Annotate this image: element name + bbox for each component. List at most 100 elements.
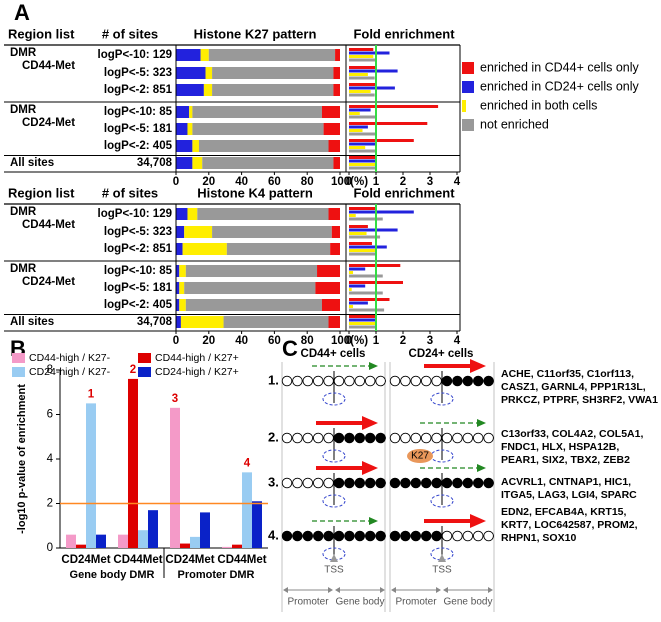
stack-segment (197, 208, 329, 220)
unmethylated-cpg (333, 375, 345, 387)
stack-segment (328, 316, 340, 328)
tss-label: TSS (432, 565, 452, 576)
methylated-cpg (364, 432, 376, 444)
methylated-cpg (302, 530, 314, 542)
methylated-cpg (483, 375, 494, 387)
methylated-cpg (364, 477, 376, 489)
stack-segment (176, 243, 183, 255)
x-tick-label: 40 (235, 176, 248, 188)
fold-bar (349, 105, 439, 108)
stack-segment (176, 67, 206, 79)
fold-bar (349, 58, 376, 62)
row-label: logP<-10: 85 (104, 106, 173, 118)
x-tick-label: 4 (454, 176, 461, 188)
fold-bar (349, 51, 390, 55)
stack-segment (192, 157, 203, 169)
fold-bar (349, 48, 374, 51)
gene-list: RHPN1, SOX10 (501, 532, 576, 544)
unmethylated-cpg (302, 432, 314, 444)
bar (180, 543, 190, 548)
fold-bar (349, 159, 376, 163)
fold-bar (349, 76, 375, 80)
stack-segment (176, 106, 190, 118)
methylated-cpg (410, 477, 422, 489)
legend-label: enriched in CD24+ cells only (480, 79, 640, 93)
unmethylated-cpg (431, 375, 442, 387)
methylated-cpg (292, 530, 303, 542)
unmethylated-cpg (452, 530, 463, 542)
fold-bar (349, 228, 398, 232)
bar (232, 544, 242, 548)
arrow-head (477, 419, 486, 427)
gene-list: PRKCZ, PTPRF, SH3RF2, VWA1 (501, 394, 658, 406)
fold-bar (349, 284, 366, 288)
unmethylated-cpg (312, 477, 324, 489)
unmethylated-cpg (312, 432, 324, 444)
k27-label: K27 (411, 451, 429, 462)
methylated-cpg (483, 477, 494, 489)
bar (118, 534, 128, 548)
bar (252, 501, 262, 548)
arrow-head (488, 587, 493, 593)
stack-segment (176, 208, 188, 220)
fold-bar (349, 73, 368, 76)
x-tick-label: 4 (454, 335, 461, 347)
column-header: CD44+ cells (301, 348, 366, 360)
region-label: Gene body (336, 597, 385, 608)
header: Histone K27 pattern (194, 26, 317, 41)
gene-list: CASZ1, GARNL4, PPP1R13L, (501, 381, 646, 393)
fold-bar (349, 267, 366, 271)
methylated-cpg (312, 530, 324, 542)
x-tick-label: 80 (301, 335, 314, 347)
fold-bar (349, 210, 414, 214)
region-label: Promoter (287, 597, 329, 608)
unmethylated-cpg (472, 530, 484, 542)
row-label: 34,708 (137, 316, 173, 328)
fold-bar (349, 322, 376, 325)
tss-region (322, 392, 346, 406)
arrow-head (470, 514, 486, 528)
header: Region list (8, 185, 75, 200)
arrow-head (443, 587, 448, 593)
gene-list: ACVRL1, CNTNAP1, HIC1, (501, 476, 631, 488)
gene-list: PEAR1, SIX2, TBX2, ZEB2 (501, 454, 630, 466)
methylated-cpg (354, 477, 366, 489)
stack-segment (176, 157, 193, 169)
fold-bar (349, 315, 376, 318)
group-label: All sites (10, 316, 54, 328)
fold-bar (349, 139, 414, 142)
fold-bar (349, 149, 376, 153)
group-label: CD44-Met (22, 60, 75, 72)
stack-segment (182, 243, 227, 255)
bar (76, 544, 86, 548)
tss-arrow (438, 554, 446, 562)
y-axis-label: -log10 p-value of enrichment (16, 384, 28, 534)
fold-bar (349, 245, 387, 249)
fold-bar (349, 112, 360, 115)
arrow-head (369, 362, 378, 370)
stack-segment (323, 123, 340, 135)
group-label: DMR (10, 47, 37, 59)
unmethylated-cpg (281, 432, 293, 444)
stack-segment (176, 140, 193, 152)
x-tick-label: 20 (202, 335, 215, 347)
group-label: Promoter DMR (177, 569, 254, 581)
unmethylated-cpg (302, 477, 314, 489)
unmethylated-cpg (281, 477, 293, 489)
stack-segment (208, 49, 336, 61)
methylated-cpg (462, 375, 474, 387)
stack-segment (184, 282, 316, 294)
x-tick-label: CD24Met (61, 554, 110, 566)
row-label: logP<-5: 181 (104, 282, 173, 294)
legend-label: CD44-high / K27- (29, 352, 111, 364)
unmethylated-cpg (441, 530, 453, 542)
arrow-head (335, 587, 340, 593)
fold-bar (349, 318, 376, 322)
unmethylated-cpg (410, 432, 422, 444)
fold-bar (349, 83, 376, 86)
arrow-head (477, 464, 486, 472)
region-label: Promoter (395, 597, 437, 608)
row-label: logP<-10: 85 (104, 265, 173, 277)
y-tick-label: 8 (47, 364, 53, 376)
